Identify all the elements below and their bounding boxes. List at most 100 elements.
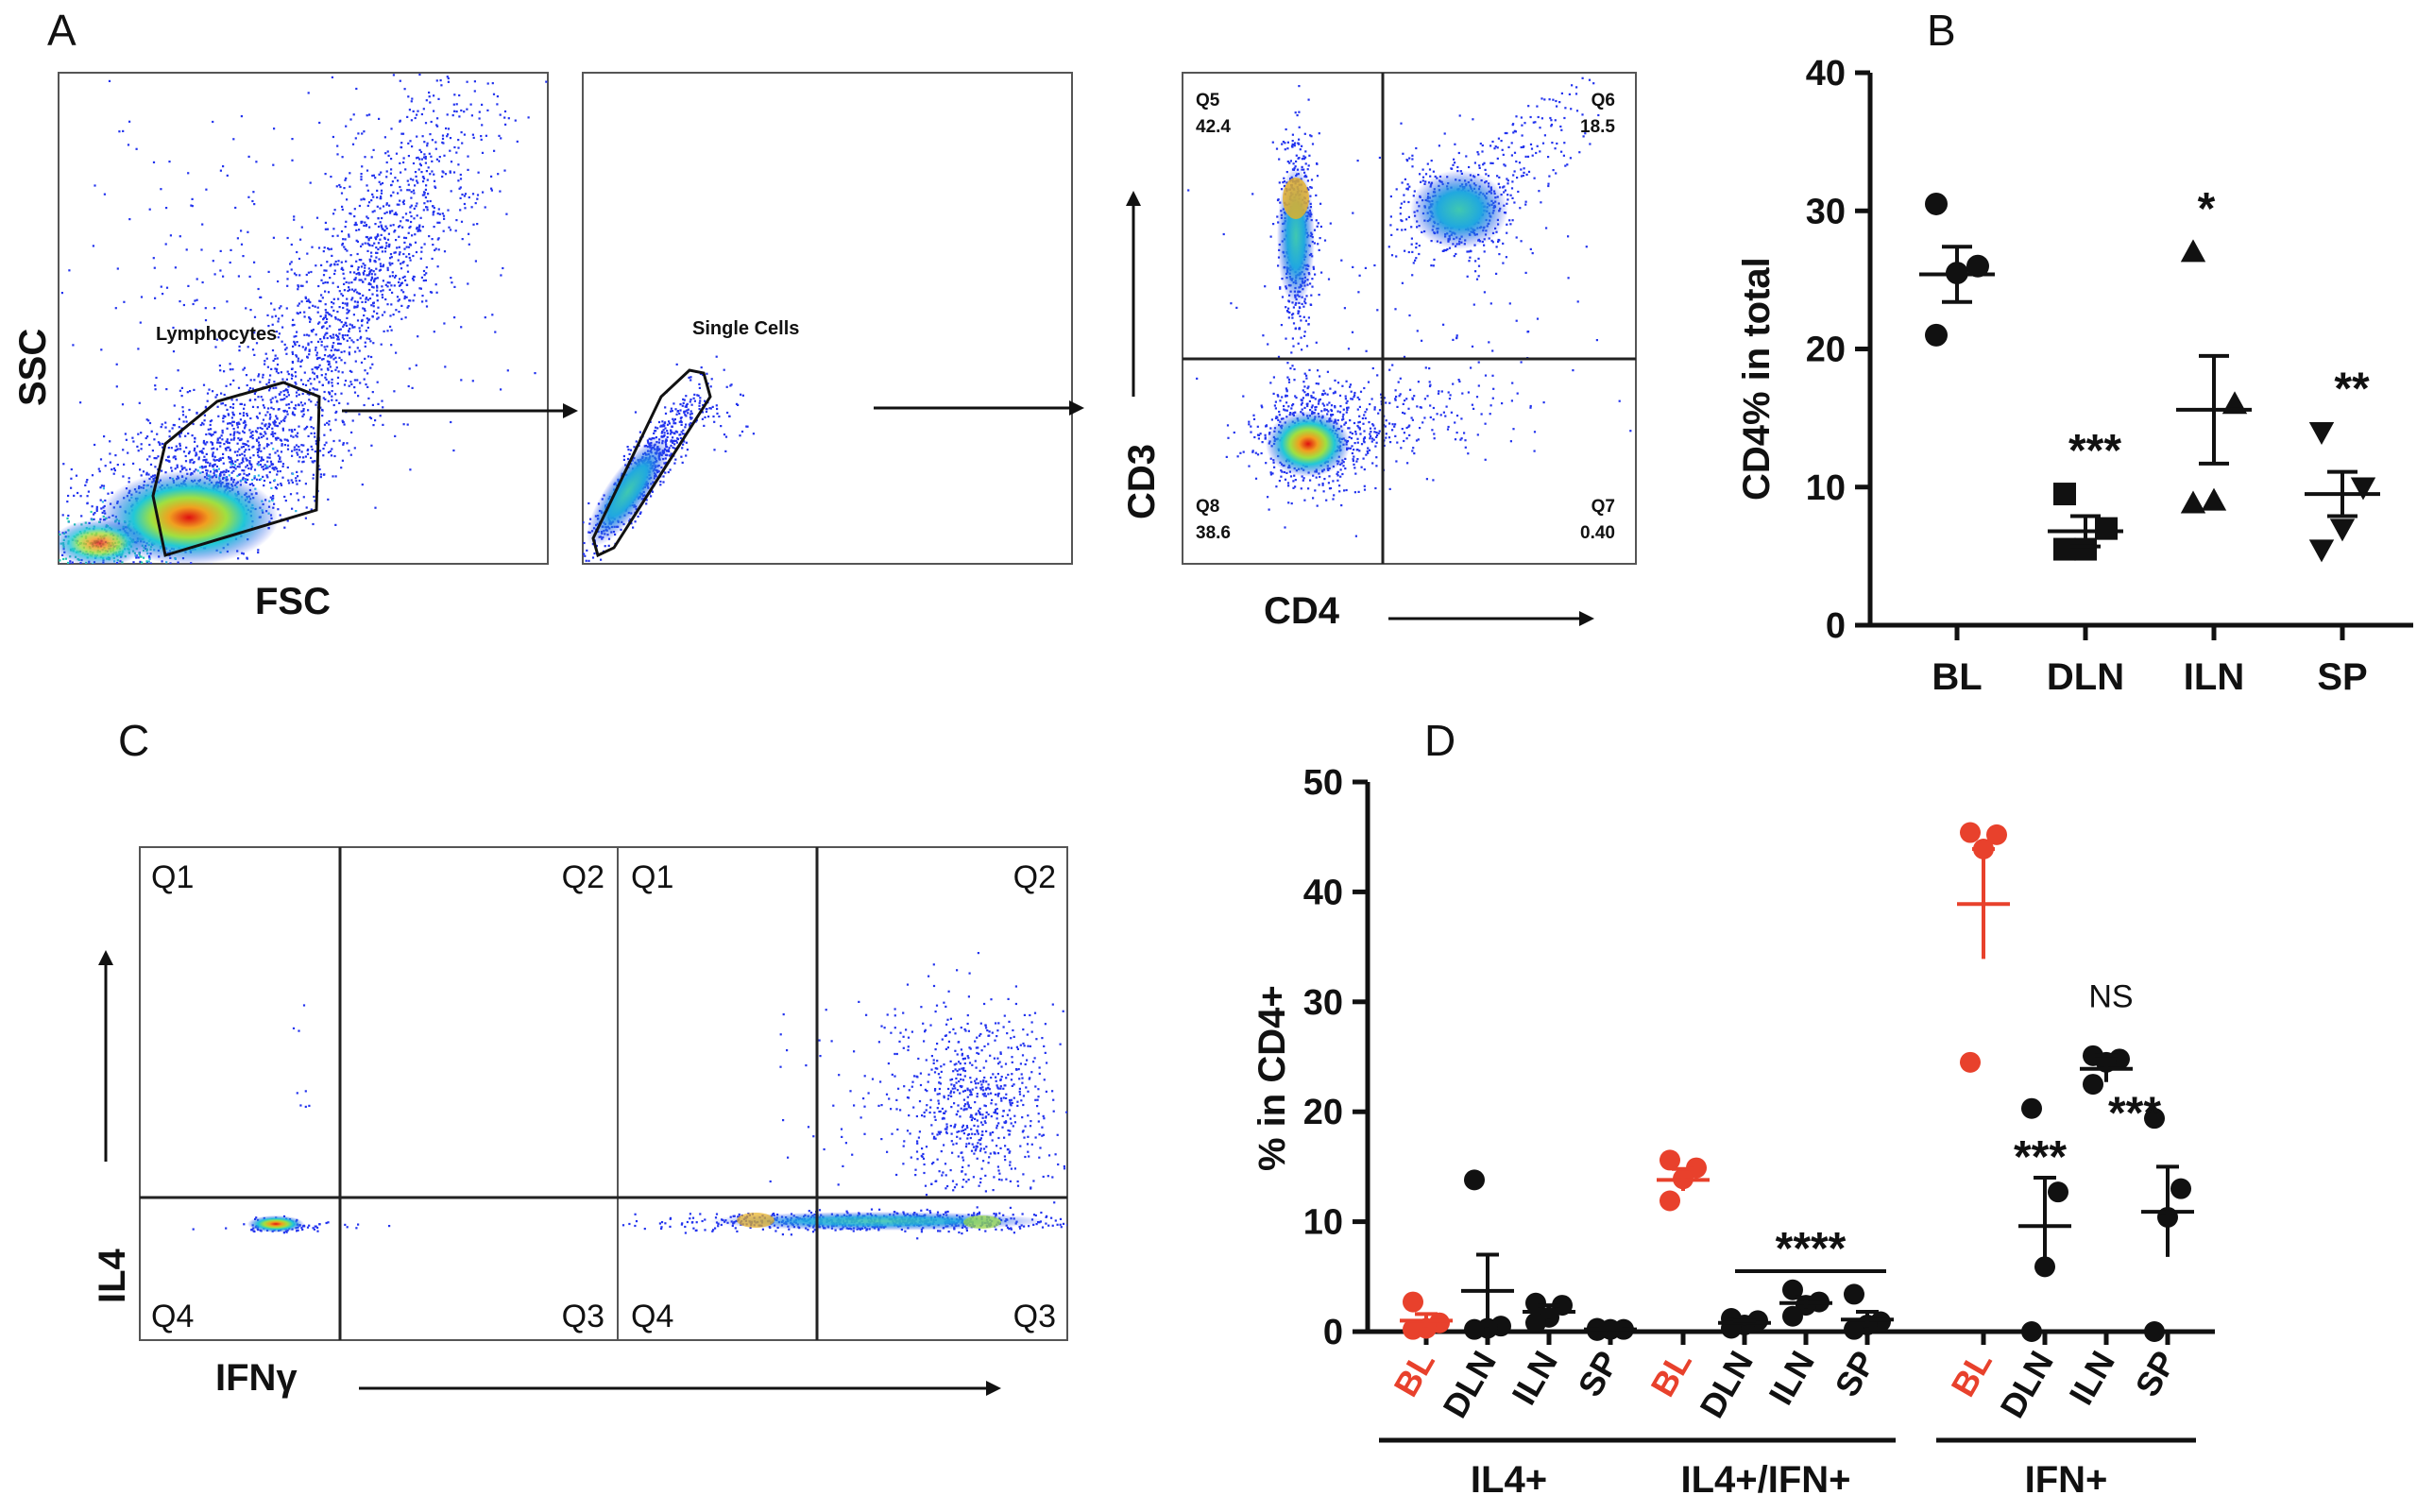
cd4-cd3-dot	[1477, 257, 1480, 260]
cd4-cd3-dot	[1315, 194, 1318, 196]
fsc-ssc-dot	[55, 509, 57, 511]
fsc-ssc-dot	[233, 464, 236, 467]
fsc-ssc-dot	[342, 268, 345, 271]
fsc-ssc-dot	[337, 260, 340, 263]
fsc-ssc-dot	[346, 304, 349, 307]
fsc-ssc-dot	[103, 572, 105, 574]
fsc-ssc-dot	[269, 416, 272, 418]
fsc-ssc-dot	[342, 238, 345, 241]
fsc-ssc-dot	[219, 471, 222, 474]
fsc-ssc-dot	[342, 443, 345, 446]
fsc-ssc-dot	[290, 243, 293, 246]
fsc-ssc-dot	[422, 43, 424, 45]
fsc-ssc-dot	[213, 455, 216, 458]
fsc-ssc-dot	[353, 300, 356, 303]
fsc-ssc-dot	[426, 142, 429, 144]
fsc-ssc-dot	[182, 420, 185, 423]
fsc-ssc-dot	[86, 581, 88, 583]
fsc-ssc-dot	[447, 133, 450, 136]
cd4-cd3-dot	[1469, 256, 1472, 259]
cd4-cd3-dot	[1285, 395, 1288, 398]
fsc-ssc-dot	[384, 283, 387, 286]
cd4-cd3-dot	[1407, 250, 1410, 254]
single-cells-dot	[666, 435, 669, 438]
fsc-ssc-dot	[285, 403, 288, 406]
cd4-cd3-dot	[1309, 282, 1312, 285]
fsc-ssc-dot	[225, 470, 228, 473]
fsc-ssc-dot	[259, 381, 262, 383]
fsc-ssc-dot	[65, 585, 67, 586]
single-cells-dot	[735, 402, 739, 405]
fsc-ssc-dot	[207, 428, 210, 431]
fsc-ssc-dot	[67, 617, 69, 619]
single-cells-dot	[706, 372, 708, 375]
fsc-ssc-dot	[70, 467, 73, 471]
fsc-ssc-dot	[356, 300, 359, 303]
cd4-cd3-dot	[1288, 161, 1291, 164]
fsc-ssc-dot	[251, 446, 254, 449]
fsc-ssc-dot	[395, 274, 398, 278]
fsc-ssc-dot	[460, 326, 463, 329]
fsc-ssc-dot	[293, 414, 296, 416]
fsc-ssc-dot	[320, 368, 323, 371]
single-cells-dot	[689, 410, 692, 413]
fsc-ssc-dot	[251, 479, 254, 482]
fsc-ssc-dot	[203, 455, 206, 458]
cd4-cd3-dot	[1407, 200, 1410, 204]
fsc-ssc-dot	[327, 399, 330, 402]
fsc-ssc-dot	[414, 184, 417, 187]
fsc-ssc-dot	[67, 561, 70, 564]
fsc-ssc-dot	[250, 463, 253, 466]
fsc-ssc-dot	[230, 460, 234, 463]
fsc-ssc-dot	[383, 311, 386, 314]
fsc-ssc-dot	[310, 445, 313, 448]
fsc-ssc-dot	[206, 461, 210, 464]
fsc-ssc-dot	[390, 303, 393, 306]
fsc-ssc-dot	[340, 293, 343, 296]
fsc-ssc-dot	[159, 442, 162, 445]
fsc-ssc-dot	[230, 406, 232, 409]
fsc-ssc-dot	[346, 297, 349, 300]
single-cells-dot	[663, 433, 666, 437]
fsc-ssc-dot	[330, 336, 332, 339]
fsc-ssc-dot	[146, 601, 148, 603]
fsc-ssc-dot	[157, 583, 159, 585]
fsc-ssc-dot	[68, 269, 71, 272]
fsc-ssc-dot	[272, 495, 275, 498]
fsc-ssc-dot	[399, 278, 401, 280]
fsc-ssc-dot	[474, 202, 477, 205]
fsc-ssc-dot	[340, 267, 343, 270]
fsc-ssc-dot	[259, 463, 262, 467]
fsc-ssc-dot	[361, 300, 364, 303]
fsc-ssc-dot	[297, 284, 299, 287]
fsc-ssc-dot	[429, 173, 432, 176]
cd4-cd3-dot	[1299, 148, 1302, 151]
cd4-cd3-dot	[1312, 267, 1315, 270]
fsc-ssc-dot	[316, 322, 320, 325]
fsc-ssc-dot	[334, 316, 337, 319]
single-cells-dot	[630, 522, 633, 525]
fsc-ssc-dot	[291, 361, 294, 364]
fsc-ssc-dot	[280, 439, 282, 442]
cd4-cd3-dot	[1421, 176, 1425, 178]
single-cells-dot	[698, 404, 701, 407]
cd4-cd3-dot	[1308, 154, 1311, 157]
fsc-ssc-dot	[242, 255, 245, 258]
fsc-ssc-dot	[213, 273, 216, 276]
cd4-cd3-dot	[1454, 161, 1456, 164]
fsc-ssc-dot	[338, 356, 341, 359]
fsc-ssc-dot	[315, 333, 317, 336]
fsc-ssc-dot	[387, 154, 390, 157]
fsc-ssc-dot	[213, 469, 216, 472]
fsc-ssc-dot	[256, 427, 259, 430]
fsc-ssc-dot	[368, 244, 371, 246]
fsc-ssc-dot	[392, 314, 395, 316]
fsc-ssc-dot	[57, 622, 59, 624]
fsc-ssc-dot	[284, 348, 287, 351]
fsc-ssc-dot	[213, 447, 215, 450]
fsc-ssc-dot	[308, 393, 311, 396]
fsc-ssc-dot	[285, 438, 288, 441]
fsc-ssc-dot	[374, 419, 377, 422]
fsc-ssc-dot	[415, 364, 417, 366]
fsc-ssc-dot	[365, 297, 367, 300]
